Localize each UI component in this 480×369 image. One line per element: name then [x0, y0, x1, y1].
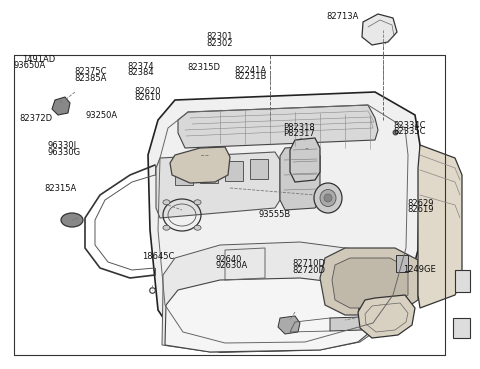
Polygon shape: [175, 165, 193, 185]
Text: 93650A: 93650A: [13, 61, 46, 70]
Text: 92640: 92640: [216, 255, 242, 263]
Text: 96330G: 96330G: [47, 148, 80, 156]
Text: 82720D: 82720D: [293, 266, 326, 275]
Polygon shape: [290, 138, 320, 182]
Polygon shape: [453, 318, 470, 338]
Polygon shape: [170, 147, 230, 183]
Polygon shape: [162, 242, 385, 352]
Polygon shape: [178, 105, 378, 148]
Polygon shape: [225, 161, 243, 181]
Text: 96330J: 96330J: [47, 141, 76, 150]
Polygon shape: [250, 159, 268, 179]
Text: 82241A: 82241A: [234, 66, 266, 75]
Text: 82620: 82620: [134, 87, 161, 96]
Text: 82374: 82374: [127, 62, 154, 71]
Text: 82713A: 82713A: [326, 12, 359, 21]
Ellipse shape: [163, 225, 170, 230]
Text: 82384: 82384: [127, 68, 154, 77]
Text: 82315A: 82315A: [44, 184, 76, 193]
Polygon shape: [280, 146, 320, 210]
Ellipse shape: [194, 225, 201, 230]
Text: 18645C: 18645C: [142, 252, 174, 261]
Text: 82619: 82619: [407, 206, 433, 214]
Text: 82231B: 82231B: [234, 72, 266, 81]
Text: 82302: 82302: [206, 39, 233, 48]
Ellipse shape: [163, 200, 170, 205]
Polygon shape: [148, 92, 420, 352]
Text: 93250A: 93250A: [85, 111, 118, 120]
Ellipse shape: [61, 213, 83, 227]
Polygon shape: [358, 295, 415, 338]
Polygon shape: [362, 14, 397, 45]
Polygon shape: [165, 278, 378, 352]
Text: P82318: P82318: [283, 123, 315, 132]
Text: 82629: 82629: [407, 199, 433, 208]
Text: 93555B: 93555B: [258, 210, 290, 218]
Text: 82385A: 82385A: [74, 74, 107, 83]
Text: 82375C: 82375C: [74, 68, 107, 76]
Text: 82372D: 82372D: [19, 114, 52, 123]
Ellipse shape: [324, 194, 332, 202]
Text: 82315D: 82315D: [187, 63, 220, 72]
Text: 82610: 82610: [134, 93, 161, 102]
Ellipse shape: [314, 183, 342, 213]
Polygon shape: [360, 310, 366, 320]
Text: 92630A: 92630A: [215, 261, 247, 270]
Polygon shape: [330, 317, 362, 331]
Text: 82301: 82301: [206, 32, 233, 41]
Text: 1491AD: 1491AD: [22, 55, 55, 63]
Polygon shape: [455, 270, 470, 292]
Text: 82710D: 82710D: [293, 259, 326, 268]
Polygon shape: [358, 308, 368, 322]
Ellipse shape: [320, 190, 336, 207]
Polygon shape: [200, 163, 218, 183]
Polygon shape: [320, 248, 418, 315]
Text: 82334C: 82334C: [394, 121, 426, 130]
Ellipse shape: [194, 200, 201, 205]
Polygon shape: [396, 255, 408, 272]
Polygon shape: [332, 258, 408, 308]
Polygon shape: [278, 316, 300, 334]
Polygon shape: [52, 97, 70, 115]
Text: 1249GE: 1249GE: [403, 265, 436, 274]
Text: P82317: P82317: [283, 129, 315, 138]
Polygon shape: [156, 152, 280, 218]
Text: 82335C: 82335C: [394, 127, 426, 136]
Polygon shape: [418, 145, 462, 308]
